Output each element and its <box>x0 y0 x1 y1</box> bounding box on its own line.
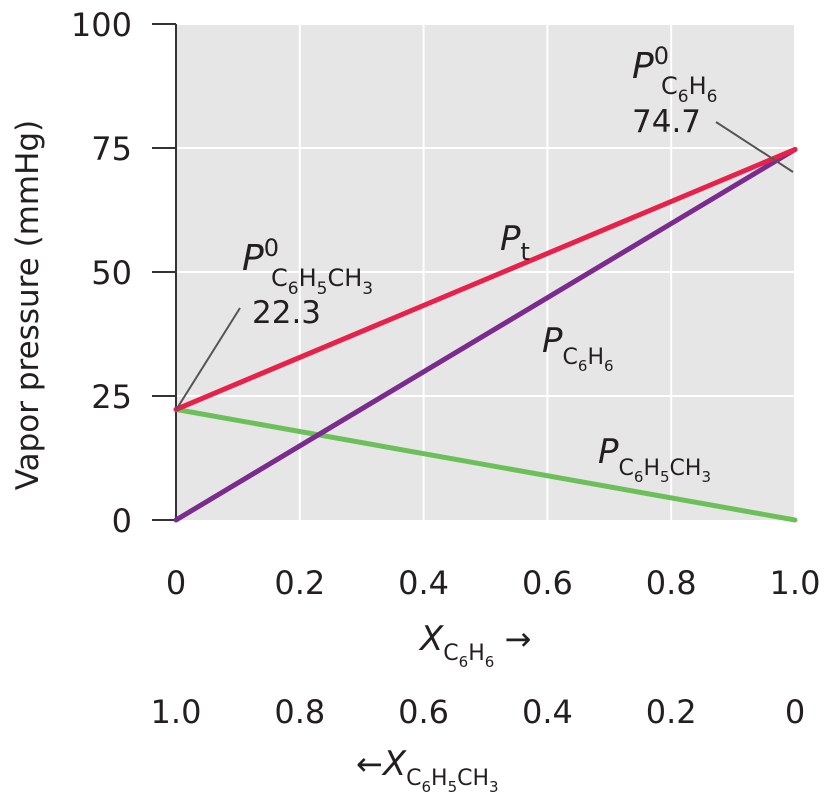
x-tick-label-benzene: 0 <box>166 564 186 602</box>
series-label-p-benzene: PC6H6 <box>542 321 614 375</box>
y-axis-label: Vapor pressure (mmHg) <box>10 120 46 490</box>
annotation-p0-benzene-value: 74.7 <box>632 104 701 140</box>
x-tick-label-benzene: 0.8 <box>646 564 697 602</box>
axes <box>152 23 177 521</box>
x-tick-label-toluene: 0.2 <box>646 693 697 731</box>
x-tick-label-toluene: 0 <box>785 693 805 731</box>
y-tick-label: 0 <box>112 502 132 540</box>
x-axis-label-benzene: XC6H6 → <box>418 619 531 671</box>
annotation-p0-toluene-label: P0 C6H5CH3 <box>242 234 373 299</box>
series-line-1 <box>173 146 798 523</box>
series-label-pt: Pt <box>500 219 530 266</box>
y-tick-label: 100 <box>71 6 132 44</box>
series-line-0 <box>173 146 798 412</box>
x-tick-label-benzene: 0.2 <box>274 564 325 602</box>
series-line-2 <box>173 406 798 523</box>
y-tick-label: 75 <box>91 130 132 168</box>
x-axis-label-toluene: ←XC6H5CH3 <box>356 744 499 796</box>
x-tick-label-benzene: 1.0 <box>770 564 821 602</box>
series-lines <box>173 146 798 523</box>
y-tick-label: 50 <box>91 254 132 292</box>
x-tick-label-toluene: 0.4 <box>522 693 573 731</box>
x-tick-label-toluene: 0.6 <box>398 693 449 731</box>
x-tick-label-benzene: 0.6 <box>522 564 573 602</box>
y-tick-label: 25 <box>91 378 132 416</box>
leader-line-toluene <box>175 307 241 411</box>
x-tick-label-toluene: 1.0 <box>151 693 202 731</box>
y-tick-labels: 0 25 50 75 100 <box>71 6 132 540</box>
series-label-p-toluene: PC6H5CH3 <box>598 432 711 486</box>
x-axis-arrow-left: ← <box>356 745 383 783</box>
x-tick-labels-benzene: 0 0.2 0.4 0.6 0.8 1.0 <box>166 564 821 602</box>
gridlines <box>176 23 796 520</box>
x-tick-labels-toluene: 1.0 0.8 0.6 0.4 0.2 0 <box>151 693 806 731</box>
annotation-p0-benzene-label: P0 C6H6 <box>632 42 717 107</box>
x-tick-label-benzene: 0.4 <box>398 564 449 602</box>
leader-line-benzene <box>715 121 794 173</box>
x-axis-arrow-right: → <box>504 620 531 658</box>
annotation-p0-toluene-value: 22.3 <box>252 295 321 331</box>
x-tick-label-toluene: 0.8 <box>274 693 325 731</box>
